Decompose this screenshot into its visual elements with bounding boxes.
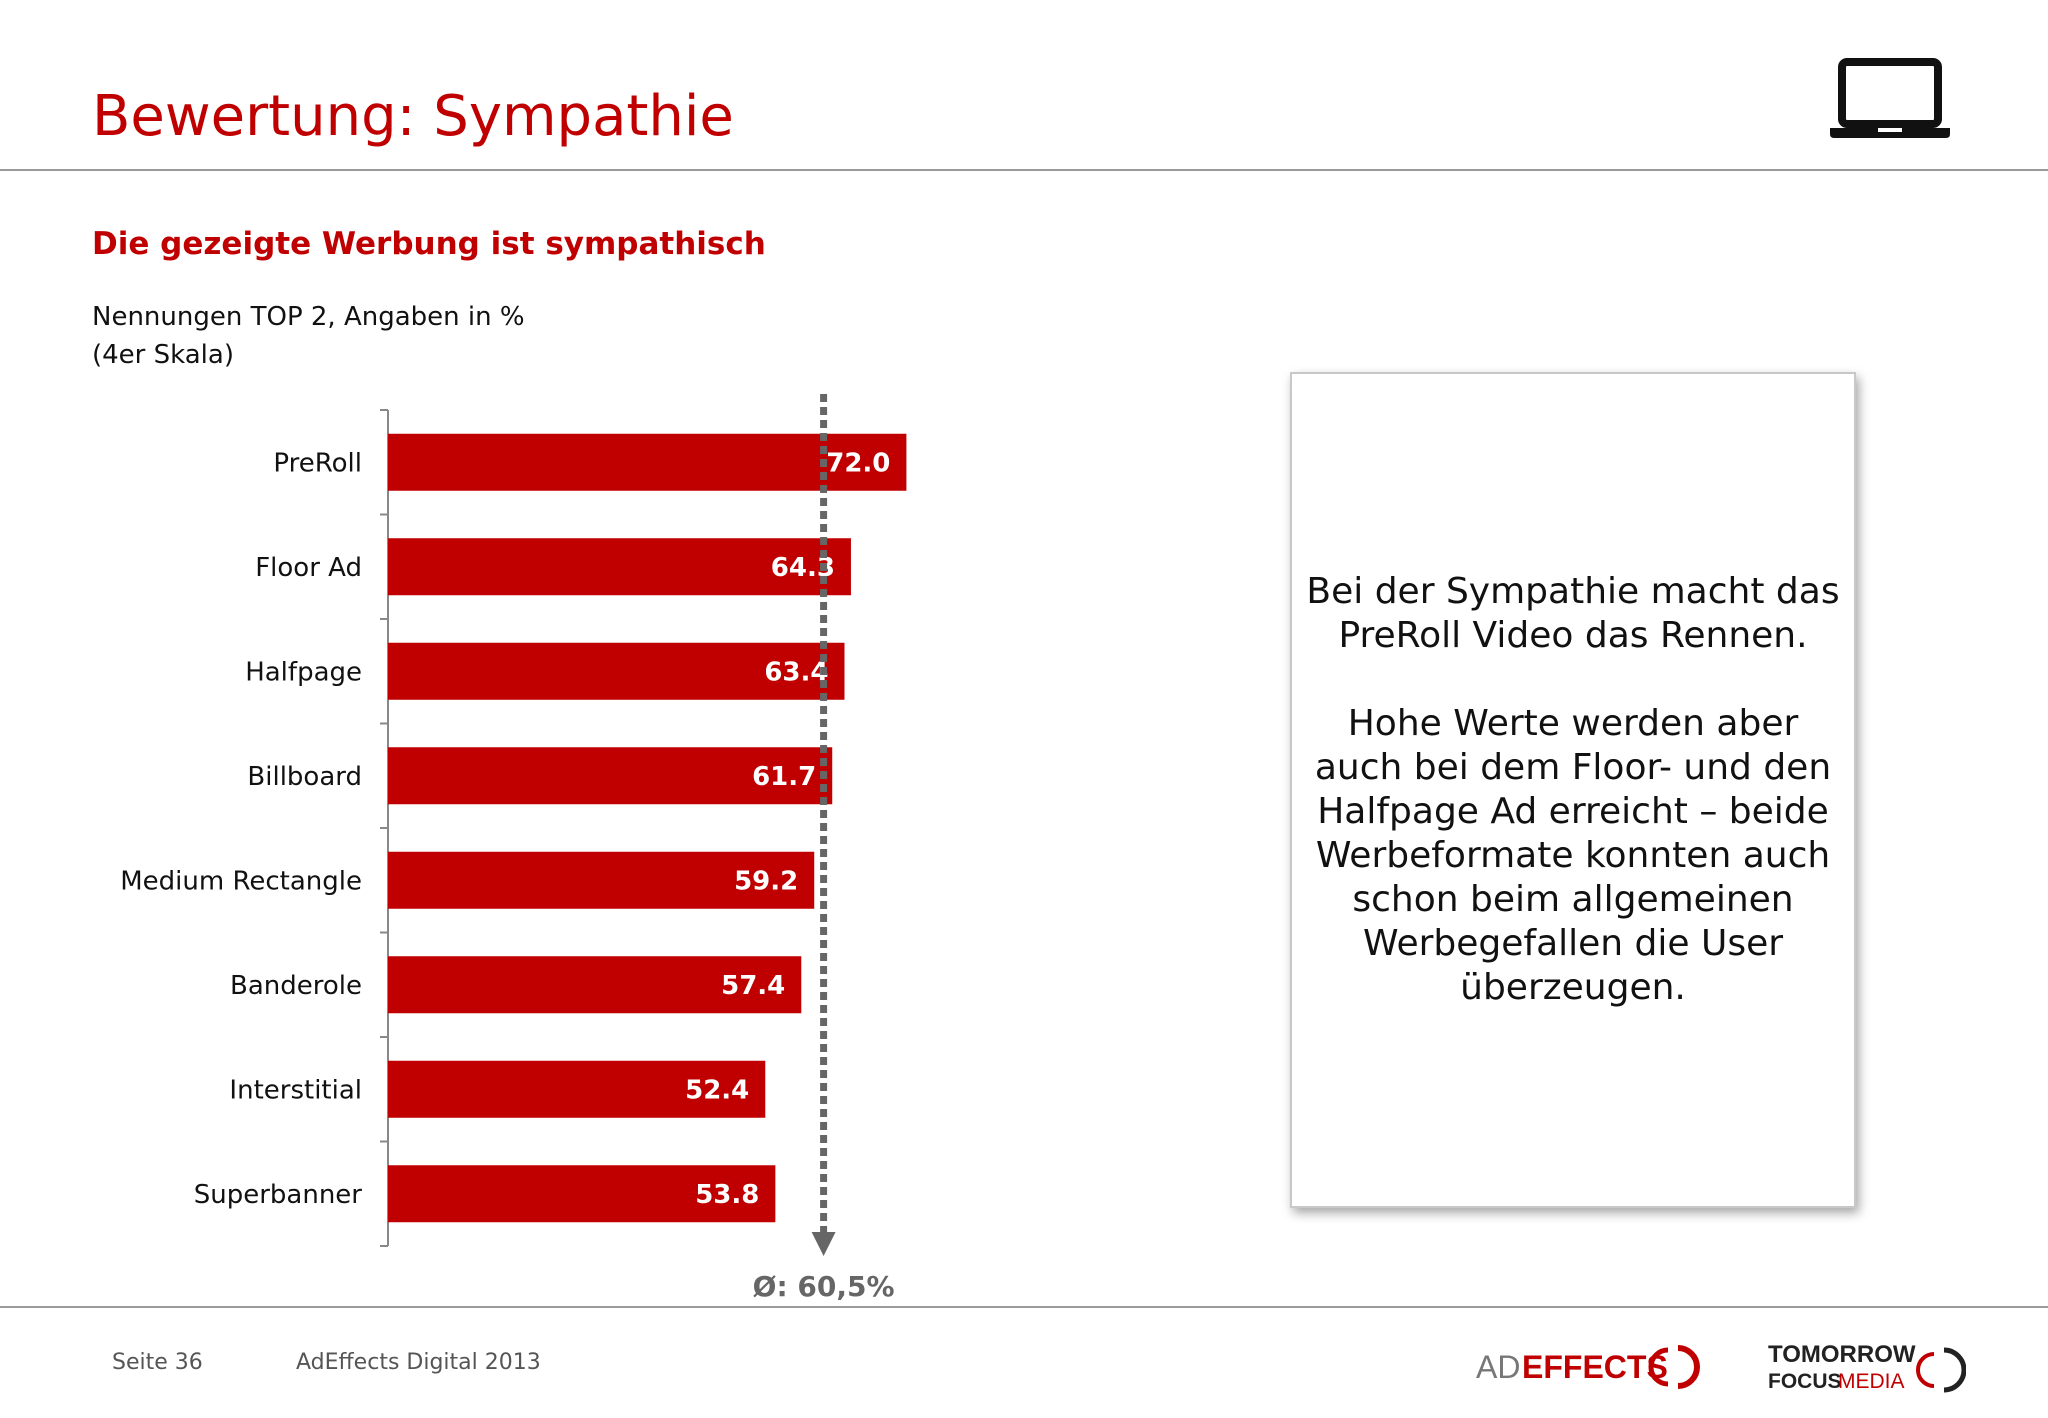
callout-box: Bei der Sympathie macht das PreRoll Vide… <box>1290 372 1856 1208</box>
laptop-icon <box>1830 58 1950 138</box>
average-label: Ø: 60,5% <box>753 1270 895 1300</box>
callout-paragraph-1: Bei der Sympathie macht das PreRoll Vide… <box>1306 571 1840 656</box>
bar <box>388 747 833 805</box>
category-label: Billboard <box>247 762 362 792</box>
category-label: Banderole <box>230 971 362 1001</box>
adeffects-logo-ad: AD <box>1476 1349 1520 1385</box>
category-label: PreRoll <box>273 448 362 478</box>
value-label: 72.0 <box>826 448 890 478</box>
value-label: 57.4 <box>721 971 785 1001</box>
bar <box>388 642 845 700</box>
category-label: Medium Rectangle <box>120 866 362 896</box>
value-label: 53.8 <box>695 1180 759 1210</box>
category-label: Halfpage <box>245 657 362 687</box>
page-number: Seite 36 <box>112 1350 203 1375</box>
chart-subtitle-line-2: (4er Skala) <box>92 340 234 370</box>
category-label: Superbanner <box>194 1180 363 1210</box>
bar <box>388 538 851 596</box>
bar <box>388 1060 766 1118</box>
footer-divider <box>0 1306 2048 1308</box>
tfm-logo-focus: FOCUS <box>1768 1370 1842 1393</box>
bar <box>388 433 907 491</box>
chart-title: Die gezeigte Werbung ist sympathisch <box>92 226 766 262</box>
bar <box>388 851 815 909</box>
page-title: Bewertung: Sympathie <box>92 84 734 149</box>
category-label: Interstitial <box>229 1075 362 1105</box>
header-divider <box>0 169 2048 171</box>
bar <box>388 956 802 1014</box>
average-arrow-icon <box>811 1232 836 1256</box>
value-label: 61.7 <box>752 762 816 792</box>
value-label: 59.2 <box>734 866 798 896</box>
callout-paragraph-2: Hohe Werte werden aber auch bei dem Floo… <box>1314 703 1832 1008</box>
bar <box>388 1165 776 1223</box>
footer-source: AdEffects Digital 2013 <box>296 1350 541 1375</box>
value-label: 52.4 <box>685 1075 749 1105</box>
chart-subtitle-line-1: Nennungen TOP 2, Angaben in % <box>92 302 525 332</box>
chart-subtitle: Nennungen TOP 2, Angaben in % (4er Skala… <box>92 298 525 374</box>
tfm-logo-line1: TOMORROW <box>1768 1341 1916 1368</box>
tomorrow-focus-media-logo: TOMORROW FOCUS MEDIA <box>1768 1341 1966 1393</box>
adeffects-logo: AD EFFECTS <box>1476 1345 1700 1389</box>
value-label: 63.4 <box>764 657 828 687</box>
category-label: Floor Ad <box>255 553 362 583</box>
adeffects-logo-effects: EFFECTS <box>1522 1349 1668 1385</box>
tfm-logo-media: MEDIA <box>1838 1370 1905 1393</box>
